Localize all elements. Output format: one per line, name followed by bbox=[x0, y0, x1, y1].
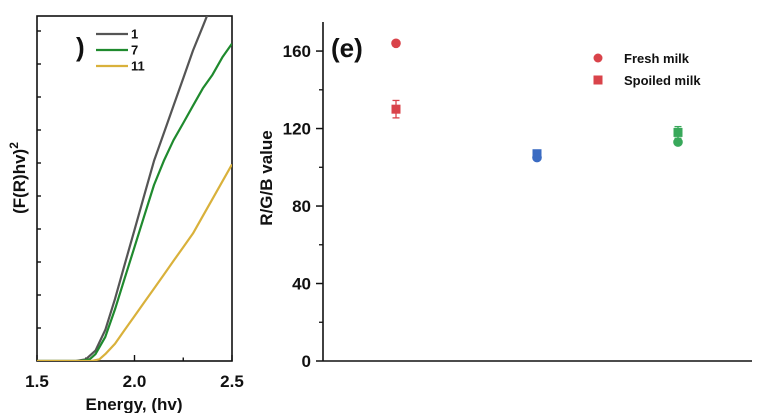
legend-marker-spoiled bbox=[593, 75, 603, 85]
fresh-point-R bbox=[391, 38, 401, 49]
left-x-tick-label: 1.5 bbox=[25, 372, 49, 391]
right-legend: Fresh milk Spoiled milk bbox=[593, 51, 701, 88]
left-x-tick-label: 2.5 bbox=[220, 372, 244, 391]
right-data-points bbox=[391, 38, 683, 163]
right-y-axis-title: R/G/B value bbox=[257, 130, 276, 225]
rgb-value-panel: 0 40 80 120 160 (e) Fresh milk Spoiled milk R… bbox=[257, 22, 752, 371]
series-line-7 bbox=[37, 42, 232, 361]
series-line-1 bbox=[37, 16, 209, 361]
series-line-11 bbox=[37, 163, 232, 361]
right-y-tick-label: 160 bbox=[283, 42, 311, 61]
legend-label-circle: Fresh milk bbox=[624, 51, 690, 66]
left-panel-label: ) bbox=[76, 32, 85, 62]
left-series-lines bbox=[37, 16, 232, 361]
left-y-axis-title: (F(R)hv)2 bbox=[7, 142, 29, 214]
right-axis-ticks: 0 40 80 120 160 bbox=[283, 42, 323, 371]
left-x-tick-label: 2.0 bbox=[123, 372, 147, 391]
spoiled-point-G bbox=[673, 127, 683, 137]
fresh-point-G bbox=[673, 137, 683, 147]
right-y-tick-label: 0 bbox=[302, 352, 311, 371]
legend-label-7: 7 bbox=[131, 43, 138, 58]
legend-label-square: Spoiled milk bbox=[624, 73, 701, 88]
right-panel-label: (e) bbox=[331, 33, 363, 63]
legend-marker-fresh bbox=[593, 53, 603, 63]
right-y-tick-label: 80 bbox=[292, 197, 311, 216]
legend-label-11: 11 bbox=[131, 59, 145, 74]
fresh-point-B bbox=[532, 152, 542, 163]
legend-label-1: 1 bbox=[131, 27, 138, 42]
right-y-tick-label: 120 bbox=[283, 120, 311, 139]
left-y-axis-title-sup: 2 bbox=[7, 142, 21, 149]
left-axis-ticks: 1.5 2.0 2.5 bbox=[25, 30, 244, 391]
left-x-axis-title: Energy, (hv) bbox=[86, 395, 183, 413]
right-y-tick-label: 40 bbox=[292, 275, 311, 294]
spoiled-point-R bbox=[391, 104, 401, 114]
left-y-axis-title-main: (F(R)hv) bbox=[10, 149, 29, 214]
